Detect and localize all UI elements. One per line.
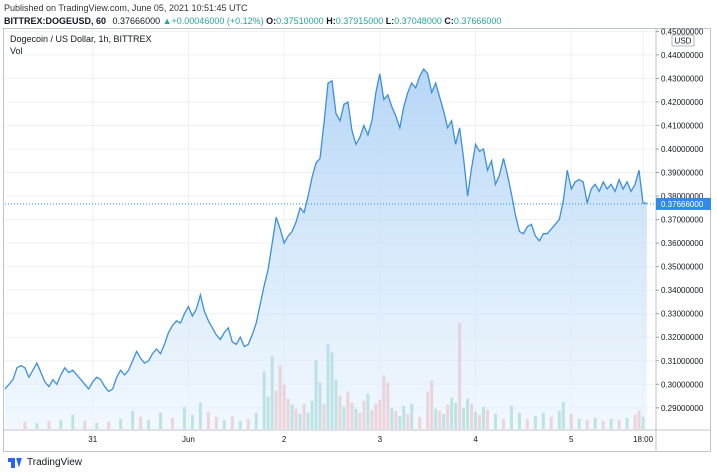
price-line	[4, 67, 647, 393]
y-tick-label: 0.29000000	[661, 404, 704, 413]
publish-info: Published on TradingView.com, June 05, 2…	[4, 3, 252, 13]
low-label: L:	[385, 16, 395, 26]
close-label: C:	[444, 16, 454, 26]
low-value: 0.37048000	[394, 16, 442, 26]
tradingview-logo-icon	[8, 457, 22, 468]
chart-legend: Dogecoin / US Dollar, 1h, BITTREX Vol	[10, 33, 152, 57]
open-label: O:	[266, 16, 277, 26]
x-tick-label: Jun	[182, 435, 195, 444]
y-tick-label: 0.43000000	[661, 74, 704, 83]
y-tick-label: 0.33000000	[661, 310, 704, 319]
price-axis[interactable]: 0.29000000 0.30000000 0.31000000 0.32000000…	[656, 27, 704, 413]
symbol-label: BITTREX:DOGEUSD, 60	[4, 16, 107, 26]
y-tick-label: 0.42000000	[661, 98, 704, 107]
last-price-tag-bg	[656, 197, 711, 210]
currency-tag: USD	[671, 34, 695, 47]
x-tick-label: 18:00	[633, 435, 654, 444]
price-area-fill	[5, 69, 647, 429]
x-tick-label: 31	[88, 435, 97, 444]
y-tick-label: 0.36000000	[661, 239, 704, 248]
change-up-icon: ▲	[162, 16, 172, 26]
y-tick-label: 0.32000000	[661, 333, 704, 342]
y-tick-label: 0.39000000	[661, 169, 704, 178]
last-price-tag: 0.37666000	[656, 197, 711, 210]
legend-title: Dogecoin / US Dollar, 1h, BITTREX	[10, 34, 152, 44]
open-value: 0.37510000	[276, 16, 324, 26]
x-tick-label: 2	[282, 435, 287, 444]
y-tick-label: 0.40000000	[661, 145, 704, 154]
brand-name: TradingView	[27, 457, 83, 468]
publish-text: Published on TradingView.com, June 05, 2…	[4, 3, 248, 13]
currency-label: USD	[675, 37, 692, 46]
high-label: H:	[326, 16, 336, 26]
quote-info: BITTREX:DOGEUSD, 60 0.37666000 ▲+0.00046…	[4, 16, 501, 26]
y-tick-label: 0.41000000	[661, 121, 704, 130]
footer-brand[interactable]: TradingView	[8, 457, 82, 468]
change-value: +0.00046000 (+0.12%)	[171, 16, 264, 26]
chart-frame	[3, 28, 711, 452]
high-value: 0.37915000	[335, 16, 384, 26]
legend-volume: Vol	[10, 46, 23, 56]
y-tick-label: 0.34000000	[661, 286, 704, 295]
y-tick-label: 0.31000000	[661, 357, 704, 366]
y-tick-label: 0.35000000	[661, 263, 704, 272]
last-price-value: 0.37666000	[112, 16, 161, 26]
time-axis[interactable]: 31 Jun 2 3 4 5 18:00	[88, 435, 653, 444]
y-tick-label: 0.30000000	[661, 380, 704, 389]
x-tick-label: 4	[473, 435, 478, 444]
x-tick-label: 3	[378, 435, 383, 444]
y-tick-label: 0.44000000	[661, 51, 704, 60]
last-price-tag-label: 0.37666000	[661, 200, 704, 209]
y-tick-label: 0.45000000	[661, 27, 704, 36]
x-tick-label: 5	[569, 435, 574, 444]
y-tick-label: 0.38000000	[661, 192, 704, 201]
close-value: 0.37666000	[453, 16, 502, 26]
y-tick-label: 0.37000000	[661, 216, 704, 225]
